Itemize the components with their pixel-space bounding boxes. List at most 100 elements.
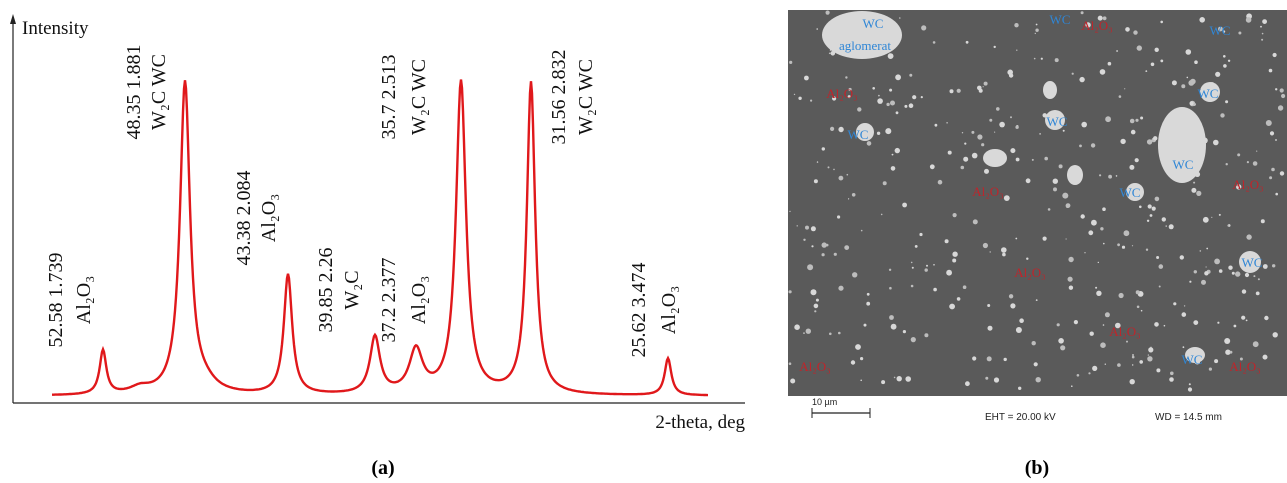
grain: [933, 264, 935, 266]
grain: [860, 229, 863, 232]
grain: [1238, 31, 1242, 35]
grain: [1194, 60, 1198, 64]
grain: [895, 74, 901, 81]
peak-phase: W₂C WC: [148, 54, 170, 130]
grain: [1015, 327, 1022, 333]
grain: [1186, 76, 1189, 79]
grain: [1244, 272, 1250, 278]
caption: (a): [371, 457, 394, 479]
grain: [1262, 354, 1268, 360]
phase-label: WC: [1173, 157, 1194, 172]
grain: [1139, 205, 1142, 209]
grain: [1275, 139, 1277, 141]
grain: [1097, 15, 1103, 21]
grain: [1091, 219, 1097, 226]
phase-label: WC: [863, 16, 884, 31]
grain: [932, 41, 936, 44]
grain: [881, 380, 886, 385]
grain: [846, 173, 849, 176]
y-axis-arrow: [10, 14, 16, 24]
panel-a: Intensity 2-theta, deg 52.58 1.739 Al₂O₃4…: [10, 14, 745, 479]
phase-label: aglomerat: [839, 38, 891, 53]
grain: [908, 103, 914, 108]
grain: [1179, 255, 1185, 260]
grain: [1173, 302, 1177, 306]
grain: [924, 333, 929, 338]
grain: [905, 376, 911, 382]
grain: [1272, 52, 1277, 58]
grain: [965, 381, 970, 387]
grain: [1153, 136, 1158, 141]
grain: [847, 95, 851, 99]
grain: [1208, 367, 1212, 371]
grain: [1088, 372, 1091, 375]
grain: [1031, 158, 1034, 161]
peak-position: 48.35 1.881: [123, 45, 145, 140]
grain: [1056, 323, 1060, 327]
grain: [825, 243, 829, 247]
grain: [911, 266, 914, 269]
grain: [1181, 312, 1187, 317]
grain: [838, 126, 844, 133]
grain: [1068, 285, 1074, 290]
grain: [1129, 118, 1135, 124]
grain: [986, 356, 992, 362]
grain: [803, 332, 805, 334]
grain: [1102, 16, 1107, 21]
peak-phase: W₂C WC: [408, 59, 430, 135]
grain: [832, 96, 837, 101]
grain: [1269, 131, 1275, 136]
grain: [889, 315, 894, 320]
grain: [1008, 294, 1014, 299]
grain: [1033, 362, 1038, 367]
agglomerate: [1158, 107, 1206, 183]
grain: [1073, 320, 1078, 325]
grain: [1215, 71, 1221, 77]
grain: [1108, 174, 1112, 179]
grain: [833, 252, 837, 256]
grain: [949, 89, 954, 94]
grain: [789, 60, 793, 64]
grain: [1067, 276, 1073, 282]
grain: [962, 285, 967, 290]
grain: [855, 135, 857, 137]
grain: [1181, 84, 1186, 89]
grain: [910, 261, 913, 264]
grain: [1168, 224, 1174, 230]
grain: [1079, 76, 1085, 83]
grain: [1272, 264, 1276, 268]
grain: [1245, 17, 1252, 23]
grain: [989, 251, 991, 253]
grain: [1058, 164, 1063, 169]
grain: [1140, 116, 1144, 120]
grain: [937, 179, 943, 185]
grain: [1191, 187, 1197, 193]
grain: [993, 45, 996, 49]
agglomerate: [822, 11, 902, 59]
grain: [1253, 275, 1256, 278]
grain: [810, 226, 816, 232]
phase-label: Al₂O₃: [1081, 18, 1112, 33]
grain: [1019, 318, 1024, 324]
grain: [984, 168, 989, 174]
grain: [920, 96, 923, 99]
eht: EHT = 20.00 kV: [985, 412, 1056, 423]
grain: [1170, 371, 1174, 376]
grain: [1136, 305, 1140, 309]
grain: [1014, 23, 1019, 28]
grain: [1085, 22, 1091, 28]
grain: [972, 356, 977, 361]
grain: [1149, 214, 1153, 217]
grain: [1096, 290, 1102, 296]
sem-image: [788, 10, 1287, 396]
grain: [1071, 72, 1074, 75]
grain: [1228, 265, 1233, 270]
grain: [909, 73, 913, 77]
grain: [1201, 279, 1206, 285]
grain: [1062, 129, 1065, 132]
grain: [1002, 252, 1006, 257]
grain: [961, 132, 964, 134]
grain: [1139, 360, 1143, 364]
grain: [999, 121, 1005, 128]
grain: [894, 147, 900, 154]
